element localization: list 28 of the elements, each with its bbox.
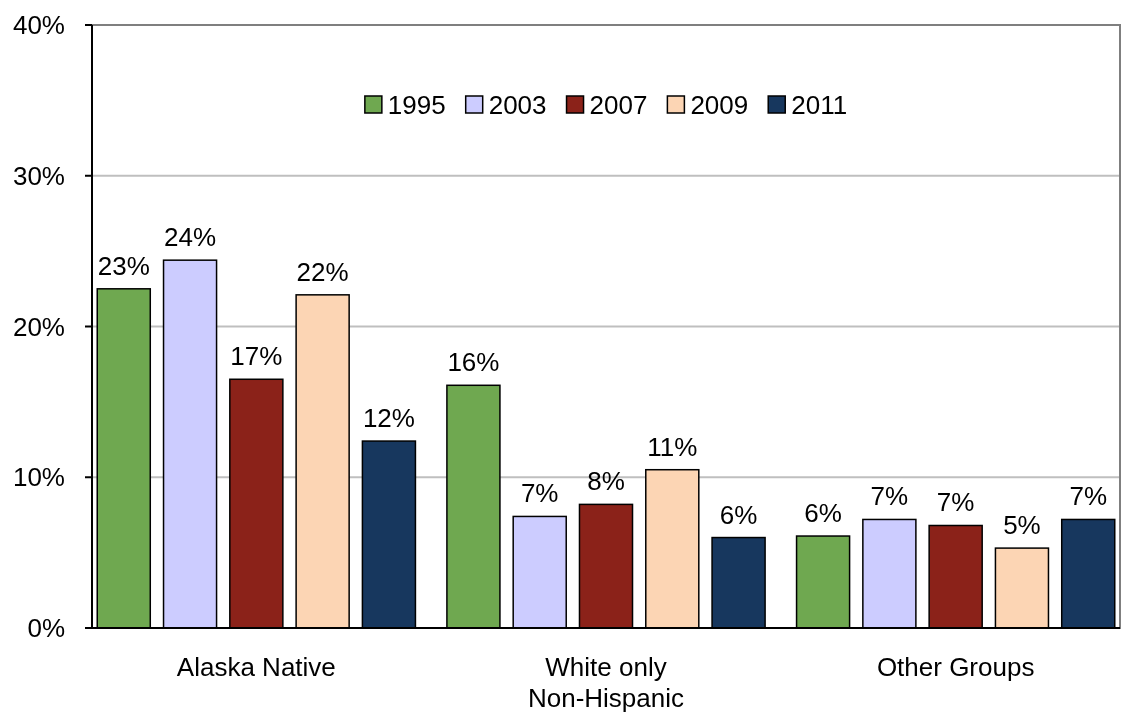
x-tick-label: White only Non-Hispanic (527, 652, 685, 714)
data-label: 24% (164, 222, 217, 253)
x-tick-label: Other Groups (876, 652, 1035, 682)
legend-label: 2011 (791, 90, 848, 121)
data-label: 7% (520, 478, 559, 509)
data-label: 17% (230, 341, 283, 372)
data-label: 6% (804, 498, 842, 529)
data-label: 22% (296, 256, 349, 287)
y-tick-label: 30% (12, 160, 65, 191)
data-label: 7% (870, 481, 909, 512)
legend-label: 2007 (589, 90, 648, 121)
y-tick-label: 10% (12, 462, 65, 493)
y-tick-label: 40% (12, 10, 65, 41)
x-tick-label: Alaska Native (176, 652, 336, 682)
data-label: 11% (647, 431, 698, 462)
y-tick-label: 0% (27, 613, 65, 644)
legend-label: 2009 (690, 90, 749, 121)
legend-label: 2003 (488, 90, 547, 121)
data-label: 5% (1003, 510, 1041, 541)
data-label: 8% (587, 466, 625, 497)
data-label: 23% (97, 250, 150, 281)
data-label: 6% (719, 499, 758, 530)
legend-label: 1995 (387, 90, 446, 121)
data-label: 16% (447, 347, 500, 378)
y-tick-label: 20% (12, 311, 65, 342)
data-label: 7% (1069, 481, 1108, 512)
data-label: 7% (936, 487, 975, 518)
data-label: 12% (362, 403, 415, 434)
